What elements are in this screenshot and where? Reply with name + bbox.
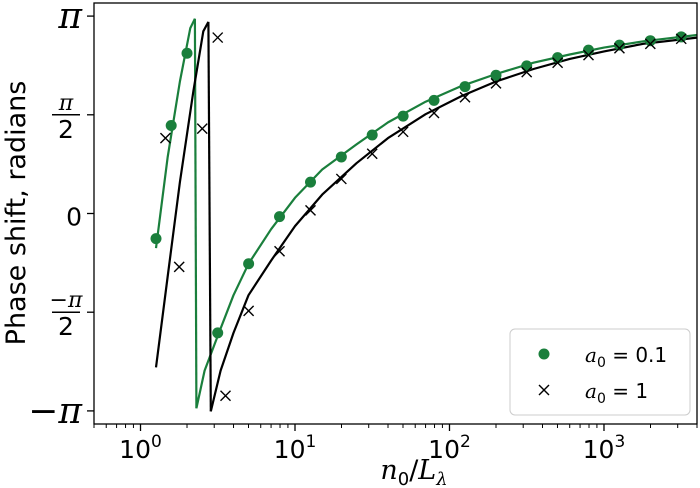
data-point-x (173, 261, 185, 273)
y-tick-label: −π (28, 391, 83, 432)
x-marker-stroke (196, 123, 208, 135)
x-axis-label: n0/Lλ (380, 455, 447, 488)
data-point-x (644, 38, 656, 50)
x-marker-stroke (243, 305, 255, 317)
legend-marker (538, 348, 550, 360)
data-point-x (335, 173, 347, 185)
data-point-x (159, 132, 171, 144)
y-tick-fraction-numerator: −π (50, 288, 83, 313)
x-marker-stroke (490, 77, 502, 89)
data-point-circle (305, 176, 317, 188)
x-marker-stroke (552, 57, 564, 69)
x-marker-stroke (220, 390, 232, 402)
data-point-x (613, 42, 625, 54)
x-tick-label: 101 (274, 432, 317, 464)
series-1-curve (209, 36, 698, 412)
data-point-circle (521, 60, 533, 72)
series-1-curve (154, 21, 210, 368)
y-tick-label: π (57, 0, 83, 37)
data-point-circle (181, 47, 193, 59)
x-axis: 100 101 102 103 (93, 424, 698, 464)
data-point-x (220, 390, 232, 402)
data-point-circle (459, 81, 471, 93)
data-point-x (490, 77, 502, 89)
legend-box (509, 328, 691, 416)
legend: a0 = 0.1 a0 = 1 (509, 328, 691, 416)
x-marker-stroke (173, 261, 185, 273)
data-point-x (675, 33, 687, 45)
y-axis-label: Phase shift, radians (1, 81, 32, 346)
data-point-x (397, 126, 409, 138)
data-point-circle (212, 327, 224, 339)
series-0-curve (154, 18, 196, 249)
data-point-x (521, 66, 533, 78)
y-tick-fraction-denominator: 2 (58, 115, 74, 144)
x-marker-stroke (613, 42, 625, 54)
legend-marker (538, 384, 550, 396)
data-point-x (552, 57, 564, 69)
data-point-x (305, 204, 317, 216)
x-marker-stroke (538, 384, 550, 396)
data-point-x (459, 91, 471, 103)
data-point-circle (644, 35, 656, 47)
x-marker-stroke (274, 245, 286, 257)
data-point-circle (150, 233, 162, 245)
data-point-circle (428, 94, 440, 106)
x-marker-stroke (459, 91, 471, 103)
data-point-circle (366, 129, 378, 141)
data-point-circle (552, 52, 564, 64)
x-marker-stroke (521, 66, 533, 78)
x-marker-stroke (335, 173, 347, 185)
legend-entry-label: a0 = 0.1 (585, 343, 667, 371)
data-point-circle (165, 120, 177, 132)
data-point-circle (335, 151, 347, 163)
data-point-x (274, 245, 286, 257)
data-point-circle (243, 258, 255, 270)
data-point-x (428, 107, 440, 119)
x-tick-label: 103 (583, 432, 626, 464)
data-point-circle (583, 44, 595, 56)
data-point-x (196, 123, 208, 135)
y-tick-fraction-denominator: 2 (58, 312, 74, 341)
data-point-circle (274, 211, 286, 223)
x-marker-stroke (366, 148, 378, 160)
data-point-x (212, 32, 224, 44)
data-point-circle (675, 31, 687, 43)
x-marker-stroke (583, 49, 595, 61)
x-marker-stroke (644, 38, 656, 50)
data-point-x (583, 49, 595, 61)
data-point-circle (397, 110, 409, 122)
x-marker-stroke (675, 33, 687, 45)
data-point-circle (490, 69, 502, 81)
legend-entry-label: a0 = 1 (585, 379, 648, 407)
x-marker-stroke (159, 132, 171, 144)
x-tick-label: 100 (119, 432, 162, 464)
series-markers (150, 31, 687, 402)
x-tick-label: 102 (428, 432, 471, 464)
x-marker-stroke (397, 126, 409, 138)
y-tick-fraction-numerator: π (58, 91, 74, 116)
data-point-circle (613, 39, 625, 51)
data-point-x (366, 148, 378, 160)
series-1-curve (207, 21, 212, 412)
x-marker-stroke (305, 204, 317, 216)
data-point-x (243, 305, 255, 317)
y-tick-label: 0 (66, 203, 82, 232)
x-marker-stroke (428, 107, 440, 119)
x-marker-stroke (212, 32, 224, 44)
